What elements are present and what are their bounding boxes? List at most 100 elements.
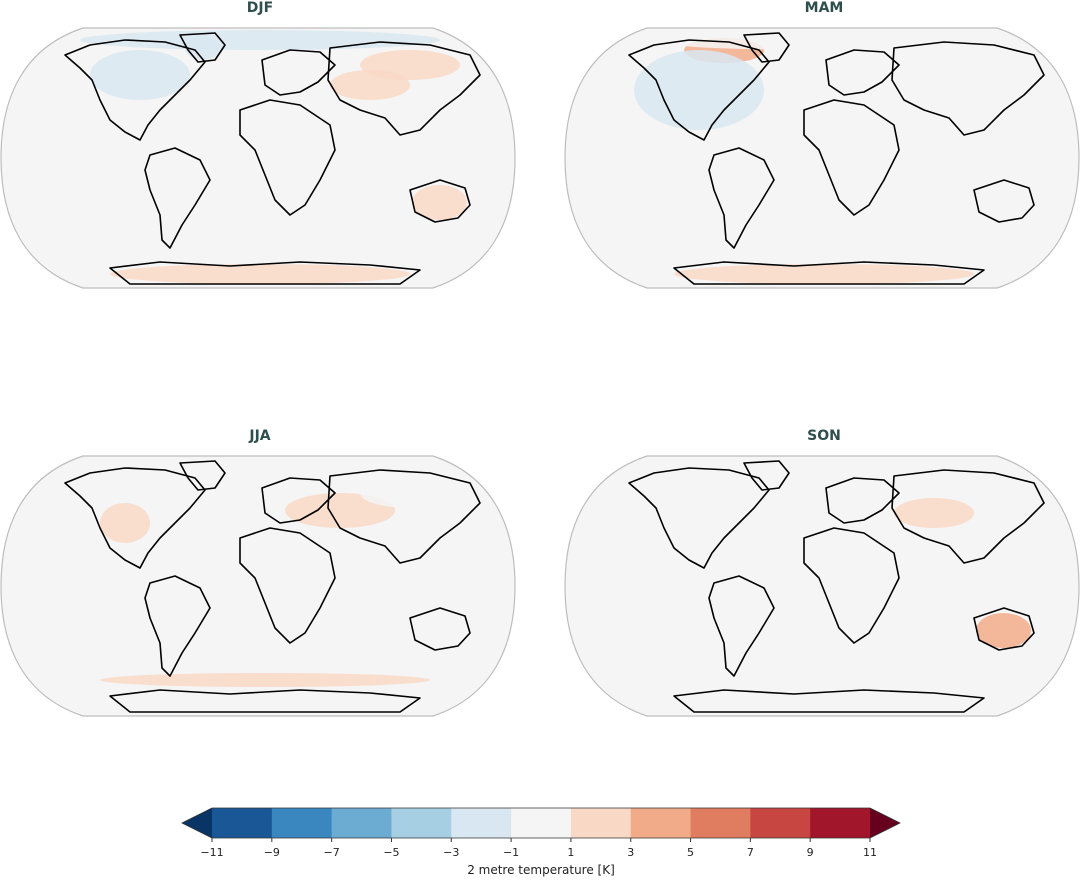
coastline: [803, 527, 900, 644]
anomaly-field: [634, 30, 1024, 284]
colorbar-bin: [451, 808, 512, 838]
anomaly-patch: [245, 110, 330, 210]
anomaly-patch: [90, 50, 190, 100]
colorbar: −11 −9 −7 −5 −3 −1 1 3 5 7 9 11 2 metre temperature …: [180, 805, 902, 883]
anomaly-patch: [674, 692, 974, 712]
colorbar-tick-label: −11: [200, 846, 223, 859]
colorbar-tick-label: −9: [264, 846, 280, 859]
map-djf: [0, 27, 516, 289]
anomaly-patch: [714, 583, 769, 663]
map-mam: [564, 27, 1080, 289]
coastline: [803, 99, 900, 216]
colorbar-tick-label: 5: [687, 846, 694, 859]
coastline: [743, 32, 790, 63]
coastline: [973, 607, 1035, 651]
colorbar-tick-label: −5: [383, 846, 399, 859]
anomaly-patch: [674, 264, 974, 284]
colorbar-tick-label: 7: [747, 846, 754, 859]
coastlines: [64, 460, 481, 713]
panel-title: JJA: [249, 428, 271, 444]
colorbar-tick-label: 11: [863, 846, 877, 859]
colorbar-bin: [750, 808, 811, 838]
anomaly-patch: [634, 50, 764, 130]
colorbar-bin: [391, 808, 452, 838]
colorbar-svg: −11 −9 −7 −5 −3 −1 1 3 5 7 9 112 metre temperature …: [181, 807, 901, 877]
map-border: [0, 27, 516, 289]
anomaly-patch: [185, 36, 220, 60]
colorbar-bin: [570, 808, 632, 838]
coastline: [109, 261, 421, 285]
anomaly-patch: [894, 498, 974, 528]
coastline: [179, 32, 226, 63]
anomaly-patch: [285, 493, 395, 528]
coastlines: [628, 32, 1045, 285]
colorbar-tick-label: 3: [627, 846, 634, 859]
panel-title: DJF: [246, 0, 274, 16]
colorbar-bin: [630, 808, 692, 838]
colorbar-bin: [271, 808, 333, 838]
map-border: [564, 27, 1080, 289]
coastline: [673, 261, 985, 285]
colorbar-tick-label: −3: [443, 846, 459, 859]
coastline: [179, 460, 226, 491]
map-border: [0, 455, 516, 717]
coastlines: [64, 32, 481, 285]
map-jja: [0, 455, 516, 717]
colorbar-tick-label: −1: [503, 846, 519, 859]
colorbar-bin: [331, 808, 392, 838]
map-border: [564, 455, 1080, 717]
coastline: [891, 469, 1045, 564]
coastline: [973, 179, 1035, 223]
anomaly-field: [80, 30, 467, 284]
panel-title: MAM: [804, 0, 844, 16]
coastline: [64, 467, 206, 569]
colorbar-label: 2 metre temperature [K]: [467, 863, 615, 877]
coastline: [261, 49, 336, 96]
colorbar-bin: [810, 808, 871, 838]
coastline: [409, 607, 471, 651]
panel-djf: DJF: [0, 0, 520, 300]
coastline: [327, 469, 481, 564]
anomaly-patch: [110, 692, 410, 712]
anomaly-patch: [412, 185, 467, 220]
anomaly-patch: [360, 478, 460, 508]
coastline: [409, 179, 471, 223]
colorbar-extend-under: [182, 808, 212, 838]
coastline: [64, 39, 206, 141]
map-son: [564, 455, 1080, 717]
panel-title: SON: [807, 428, 841, 444]
coastline: [673, 689, 985, 713]
coastlines: [628, 460, 1045, 713]
anomaly-patch: [976, 613, 1031, 648]
coastline: [261, 477, 336, 524]
colorbar-tick-label: −7: [324, 846, 340, 859]
anomaly-patch: [844, 55, 1024, 115]
coastline: [708, 575, 775, 677]
coastline: [708, 147, 775, 249]
anomaly-patch: [100, 673, 430, 687]
panel-mam: MAM: [564, 0, 1082, 300]
colorbar-tick-label: 9: [807, 846, 814, 859]
colorbar-extend-over: [870, 808, 900, 838]
panel-jja: JJA: [0, 428, 520, 728]
anomaly-field: [100, 478, 460, 712]
coastline: [825, 49, 900, 96]
coastline: [239, 527, 336, 644]
colorbar-bin: [212, 808, 273, 838]
coastline: [628, 39, 770, 141]
colorbar-bin: [690, 808, 751, 838]
panel-son: SON: [564, 428, 1082, 728]
coastline: [891, 41, 1045, 136]
coastline: [239, 99, 336, 216]
coastline: [109, 689, 421, 713]
colorbar-tick-label: 1: [567, 846, 574, 859]
coastline: [825, 477, 900, 524]
coastline: [144, 575, 211, 677]
anomaly-patch: [100, 503, 150, 543]
colorbar-bin: [511, 808, 572, 838]
coastline: [144, 147, 211, 249]
coastline: [327, 41, 481, 136]
anomaly-patch: [110, 264, 410, 284]
anomaly-patch: [330, 70, 410, 100]
coastline: [743, 460, 790, 491]
